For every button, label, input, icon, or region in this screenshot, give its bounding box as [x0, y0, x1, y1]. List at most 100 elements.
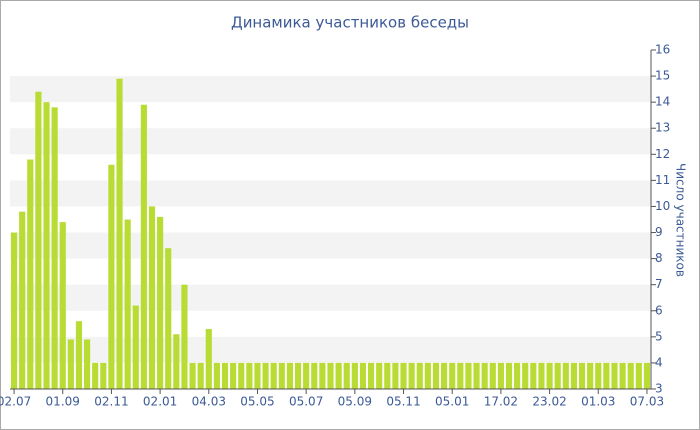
x-tick-label: 01.09: [46, 395, 80, 409]
bar: [108, 164, 115, 389]
grid-band: [10, 76, 651, 103]
bar: [432, 362, 440, 389]
y-tick-label: 14: [655, 95, 670, 109]
y-tick-label: 6: [655, 303, 663, 317]
bar: [367, 362, 375, 389]
bar: [400, 362, 407, 389]
bar: [595, 362, 602, 389]
bar: [262, 362, 269, 389]
bar: [587, 362, 594, 389]
bar: [392, 362, 399, 389]
bar: [67, 339, 74, 389]
y-tick-label: 13: [655, 121, 670, 135]
x-tick-label: 05.07: [289, 395, 323, 409]
bar: [35, 91, 42, 389]
y-tick-label: 10: [655, 199, 670, 213]
bar: [554, 362, 561, 389]
bar: [238, 362, 245, 389]
bar: [570, 362, 578, 389]
x-tick-label: 05.09: [338, 395, 372, 409]
bar: [165, 248, 172, 389]
bar: [189, 362, 196, 389]
bar: [351, 362, 358, 389]
bar: [157, 216, 164, 389]
y-tick-label: 15: [655, 69, 670, 83]
grid-band: [10, 232, 651, 259]
grid-band: [10, 180, 651, 207]
bar: [59, 222, 66, 389]
bar: [627, 362, 634, 389]
bar: [619, 362, 626, 389]
bar: [270, 362, 277, 389]
grid-band: [10, 128, 651, 155]
y-tick-label: 4: [655, 355, 663, 369]
bar: [327, 362, 334, 389]
bar: [303, 362, 310, 389]
x-tick-label: 02.01: [143, 395, 177, 409]
x-tick-label: 05.01: [435, 395, 469, 409]
y-tick-label: 3: [655, 382, 663, 396]
bar: [335, 362, 342, 389]
y-tick-label: 12: [655, 147, 670, 161]
bar: [205, 329, 212, 389]
bar: [286, 362, 294, 389]
bar: [100, 362, 107, 389]
y-tick-label: 8: [655, 251, 663, 265]
grid-band: [10, 284, 651, 311]
bar: [635, 362, 642, 389]
bar: [27, 159, 34, 389]
bar: [522, 362, 529, 389]
bar: [578, 362, 586, 389]
bar: [376, 362, 383, 389]
bar: [124, 219, 131, 389]
bar: [254, 362, 261, 389]
bar: [359, 362, 367, 389]
bar: [424, 362, 431, 389]
bar: [51, 107, 58, 389]
bar: [473, 362, 480, 389]
y-tick-label: 11: [655, 173, 670, 187]
bar: [148, 206, 156, 389]
bar: [311, 362, 318, 389]
bar: [75, 321, 83, 389]
chart-title: Динамика участников беседы: [231, 14, 469, 32]
bar: [562, 362, 569, 389]
bar: [611, 362, 618, 389]
bar: [643, 362, 651, 389]
bar: [505, 362, 513, 389]
bar: [43, 102, 50, 390]
bar: [278, 362, 285, 389]
x-tick-label: 17.02: [484, 395, 518, 409]
bar: [481, 362, 488, 389]
bar: [132, 305, 139, 389]
bar: [173, 334, 180, 389]
bar: [497, 362, 504, 389]
bar: [116, 78, 123, 389]
x-tick-label: 05.11: [386, 395, 420, 409]
bar: [465, 362, 472, 389]
bar: [92, 362, 99, 389]
bar: [230, 362, 237, 389]
bar: [246, 362, 253, 389]
bar: [449, 362, 456, 389]
x-tick-label: 05.05: [240, 395, 274, 409]
x-tick-label: 02.11: [94, 395, 128, 409]
x-tick-label: 23.02: [532, 395, 566, 409]
y-tick-label: 16: [655, 43, 670, 57]
bar: [408, 362, 415, 389]
y-tick-label: 9: [655, 225, 663, 239]
bar: [221, 362, 229, 389]
bar: [530, 362, 537, 389]
bar: [603, 362, 610, 389]
x-tick-label: 01.03: [581, 395, 615, 409]
bar: [441, 362, 448, 389]
x-tick-label: 07.03: [630, 395, 664, 409]
bar: [140, 104, 147, 389]
bar: [538, 362, 545, 389]
bar: [10, 232, 18, 389]
bar: [384, 362, 391, 389]
bar: [83, 339, 91, 389]
grid-band: [10, 336, 651, 363]
y-axis-label: Число участников: [674, 163, 688, 277]
